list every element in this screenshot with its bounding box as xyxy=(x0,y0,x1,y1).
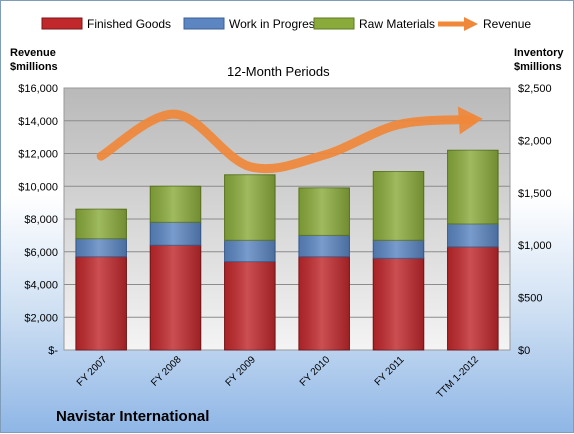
right-tick-label: $500 xyxy=(518,293,542,305)
left-axis-title: Revenue $millions xyxy=(10,47,59,73)
bar-shading xyxy=(373,258,424,350)
left-tick-label: $6,000 xyxy=(24,247,58,259)
right-tick-label: $1,500 xyxy=(518,188,552,200)
bar-shading xyxy=(225,175,276,241)
right-axis-title-line-2: $millions xyxy=(514,61,562,73)
legend: Finished Goods Work in Progress Raw Mate… xyxy=(42,17,531,31)
left-tick-label: $- xyxy=(48,345,58,357)
right-axis-title: Inventory $millions xyxy=(514,47,567,73)
bar-shading xyxy=(76,257,127,350)
category-label: FY 2009 xyxy=(224,354,259,389)
legend-swatch-work-in-progress xyxy=(184,18,224,29)
bar-shading xyxy=(76,239,127,257)
legend-swatch-finished-goods xyxy=(42,18,82,29)
category-label: FY 2008 xyxy=(149,354,184,389)
right-tick-label: $1,000 xyxy=(518,240,552,252)
bar-shading xyxy=(225,240,276,261)
left-axis-title-line-1: Revenue xyxy=(10,47,56,59)
category-label: FY 2010 xyxy=(298,354,333,389)
left-tick-label: $4,000 xyxy=(24,280,58,292)
bar-shading xyxy=(225,262,276,350)
category-label: FY 2011 xyxy=(373,354,407,388)
right-tick-label: $0 xyxy=(518,345,530,357)
bar-shading xyxy=(299,188,350,235)
bar-shading xyxy=(150,222,201,245)
company-name: Navistar International xyxy=(56,408,209,425)
legend-revenue-arrowhead xyxy=(464,17,478,31)
legend-swatch-raw-materials xyxy=(314,18,354,29)
chart-subtitle: 12-Month Periods xyxy=(227,64,330,79)
left-tick-label: $10,000 xyxy=(18,181,58,193)
bar-shading xyxy=(373,240,424,258)
bar-shading xyxy=(448,247,499,350)
left-tick-label: $14,000 xyxy=(18,116,58,128)
left-tick-label: $12,000 xyxy=(18,149,58,161)
bar-shading xyxy=(448,224,499,247)
left-axis-title-line-2: $millions xyxy=(10,61,58,73)
bar-shading xyxy=(373,172,424,241)
right-tick-label: $2,500 xyxy=(518,83,552,95)
legend-label-raw-materials: Raw Materials xyxy=(359,17,435,31)
right-axis-title-line-1: Inventory xyxy=(514,47,564,59)
left-tick-label: $8,000 xyxy=(24,214,58,226)
bar-shading xyxy=(299,257,350,350)
bar-shading xyxy=(76,209,127,238)
bar-shading xyxy=(150,186,201,222)
legend-label-revenue: Revenue xyxy=(483,17,531,31)
bar-shading xyxy=(150,245,201,350)
category-label: TTM 1-2012 xyxy=(435,354,482,401)
bar-shading xyxy=(299,235,350,256)
category-label: FY 2007 xyxy=(75,354,110,389)
left-tick-label: $2,000 xyxy=(24,312,58,324)
right-tick-label: $2,000 xyxy=(518,135,552,147)
legend-label-finished-goods: Finished Goods xyxy=(87,17,171,31)
legend-label-work-in-progress: Work in Progress xyxy=(229,17,321,31)
bar-shading xyxy=(448,150,499,224)
left-tick-label: $16,000 xyxy=(18,83,58,95)
